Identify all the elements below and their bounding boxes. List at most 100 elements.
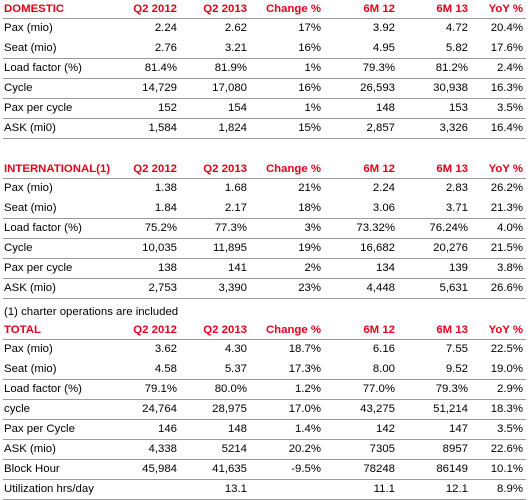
total-rows: Pax (mio) 3.62 4.30 18.7% 6.16 7.55 22.5% Seat … — [0, 340, 528, 500]
q2-2012-cell: 79.1% — [144, 383, 177, 395]
q2-2013-cell: 2.62 — [224, 22, 247, 34]
row-label: Load factor (%) — [4, 62, 82, 74]
q2-2013-cell: 13.1 — [224, 483, 247, 495]
6m13-cell: 3.71 — [445, 202, 468, 214]
6m12-cell: 4,448 — [366, 282, 395, 294]
6m12-cell: 134 — [375, 262, 395, 274]
6m12-cell: 6.16 — [372, 343, 395, 355]
q2-2013-cell: 148 — [227, 423, 247, 435]
6m13-cell: 30,938 — [433, 82, 468, 94]
q2-2012-cell: 3.62 — [154, 343, 177, 355]
col-q2-2012-header: Q2 2012 — [133, 324, 177, 336]
row-label: Pax (mio) — [4, 343, 53, 355]
row-label: Cycle — [4, 242, 33, 254]
change-cell: 21% — [298, 182, 321, 194]
6m13-cell: 2.83 — [445, 182, 468, 194]
6m12-cell: 148 — [375, 102, 395, 114]
change-cell: 2% — [304, 262, 321, 274]
6m12-cell: 16,682 — [360, 242, 395, 254]
change-cell: 1% — [304, 62, 321, 74]
yoy-cell: 19.0% — [490, 363, 523, 375]
q2-2012-cell: 24,764 — [142, 403, 177, 415]
q2-2013-cell: 5214 — [221, 443, 247, 455]
q2-2012-cell: 2.24 — [154, 22, 177, 34]
q2-2012-cell: 4,338 — [148, 443, 177, 455]
table-row: Load factor (%) 81.4% 81.9% 1% 79.3% 81.2% 2.4… — [0, 59, 528, 79]
change-cell: 19% — [298, 242, 321, 254]
table-row: Pax (mio) 3.62 4.30 18.7% 6.16 7.55 22.5% — [0, 340, 528, 360]
change-cell: 1% — [304, 102, 321, 114]
row-label: cycle — [4, 403, 30, 415]
change-cell: 16% — [298, 42, 321, 54]
col-6m12-header: 6M 12 — [363, 3, 395, 15]
yoy-cell: 21.3% — [490, 202, 523, 214]
yoy-cell: 26.2% — [490, 182, 523, 194]
table-row: Pax (mio) 1.38 1.68 21% 2.24 2.83 26.2% — [0, 179, 528, 199]
6m13-cell: 86149 — [436, 463, 468, 475]
q2-2013-cell: 77.3% — [214, 222, 247, 234]
6m12-cell: 26,593 — [360, 82, 395, 94]
6m12-cell: 3.06 — [372, 202, 395, 214]
col-6m12-header: 6M 12 — [363, 324, 395, 336]
col-6m13-header: 6M 13 — [436, 324, 468, 336]
q2-2012-cell: 2,753 — [148, 282, 177, 294]
col-yoy-header: YoY % — [488, 3, 523, 15]
row-label: Pax per cycle — [4, 102, 73, 114]
international-footnote: (1) charter operations are included — [4, 306, 179, 318]
row-label: Pax (mio) — [4, 22, 53, 34]
table-row: cycle 24,764 28,975 17.0% 43,275 51,214 18.3% — [0, 400, 528, 420]
6m13-cell: 9.52 — [445, 363, 468, 375]
international-section: INTERNATIONAL(1) Q2 2012 Q2 2013 Change … — [0, 160, 528, 318]
q2-2013-cell: 3.21 — [224, 42, 247, 54]
row-label: Pax per cycle — [4, 262, 73, 274]
q2-2013-cell: 81.9% — [214, 62, 247, 74]
total-header-row: TOTAL Q2 2012 Q2 2013 Change % 6M 12 6M … — [0, 321, 528, 340]
yoy-cell: 3.5% — [497, 102, 523, 114]
table-row: Load factor (%) 75.2% 77.3% 3% 73.32% 76.24% 4… — [0, 219, 528, 239]
row-label: ASK (mio) — [4, 282, 56, 294]
row-label: Utilization hrs/day — [4, 483, 94, 495]
change-cell: -9.5% — [291, 463, 321, 475]
change-cell: 3% — [304, 222, 321, 234]
col-q2-2013-header: Q2 2013 — [203, 324, 247, 336]
6m12-cell: 3.92 — [372, 22, 395, 34]
q2-2012-cell: 14,729 — [142, 82, 177, 94]
6m13-cell: 7.55 — [445, 343, 468, 355]
yoy-cell: 21.5% — [490, 242, 523, 254]
6m12-cell: 2,857 — [366, 122, 395, 134]
q2-2013-cell: 141 — [227, 262, 247, 274]
q2-2013-cell: 41,635 — [212, 463, 247, 475]
6m13-cell: 81.2% — [435, 62, 468, 74]
row-label: ASK (mio) — [4, 443, 56, 455]
q2-2013-cell: 17,080 — [212, 82, 247, 94]
q2-2012-cell: 10,035 — [142, 242, 177, 254]
col-q2-2012-header: Q2 2012 — [133, 163, 177, 175]
q2-2013-cell: 2.17 — [224, 202, 247, 214]
6m12-cell: 142 — [375, 423, 395, 435]
table-row: ASK (mi0) 1,584 1,824 15% 2,857 3,326 16.4% — [0, 119, 528, 139]
change-cell: 23% — [298, 282, 321, 294]
col-6m13-header: 6M 13 — [436, 3, 468, 15]
q2-2012-cell: 1,584 — [148, 122, 177, 134]
row-label: Seat (mio) — [4, 42, 57, 54]
yoy-cell: 20.4% — [490, 22, 523, 34]
row-label: Load factor (%) — [4, 383, 82, 395]
row-label: ASK (mi0) — [4, 122, 56, 134]
6m13-cell: 8957 — [442, 443, 468, 455]
6m13-cell: 79.3% — [435, 383, 468, 395]
domestic-title: DOMESTIC — [4, 3, 65, 15]
change-cell: 16% — [298, 82, 321, 94]
q2-2012-cell: 1.84 — [154, 202, 177, 214]
domestic-header-row: DOMESTIC Q2 2012 Q2 2013 Change % 6M 12 … — [0, 0, 528, 19]
col-6m13-header: 6M 13 — [436, 163, 468, 175]
row-label: Cycle — [4, 82, 33, 94]
q2-2013-cell: 28,975 — [212, 403, 247, 415]
6m12-cell: 73.32% — [356, 222, 395, 234]
6m12-cell: 43,275 — [360, 403, 395, 415]
yoy-cell: 26.6% — [490, 282, 523, 294]
6m13-cell: 147 — [448, 423, 468, 435]
6m13-cell: 153 — [448, 102, 468, 114]
table-row: Cycle 10,035 11,895 19% 16,682 20,276 21.5% — [0, 239, 528, 259]
yoy-cell: 22.6% — [490, 443, 523, 455]
yoy-cell: 2.4% — [497, 62, 523, 74]
